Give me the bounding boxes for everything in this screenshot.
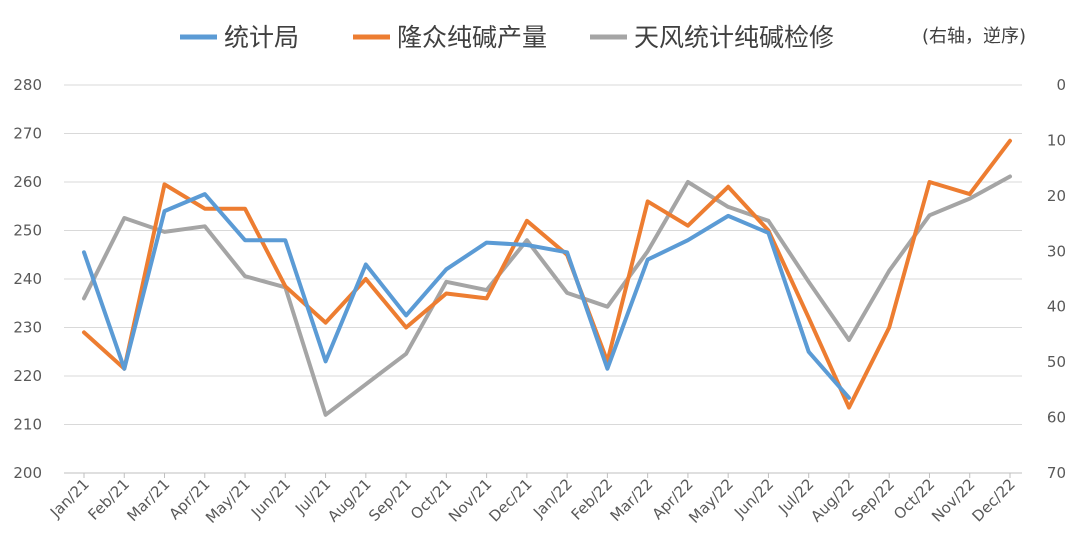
y-right-tick-label: 70 [1047,464,1066,482]
x-tick-label: Sep/22 [848,475,898,525]
legend-label-1: 隆众纯碱产量 [397,23,547,52]
series-line-0 [82,192,851,400]
y-left-tick-label: 250 [13,222,42,240]
series-lines [82,138,1012,417]
y-left-tick-label: 240 [13,270,42,288]
y-left-tick-label: 200 [13,464,42,482]
x-tick-label: Jan/21 [46,475,93,522]
x-tick-label: Jan/22 [529,475,576,522]
y-right-tick-label: 20 [1047,187,1066,205]
x-tick-label: Mar/22 [607,475,657,525]
legend: 统计局 隆众纯碱产量 天风统计纯碱检修 (右轴，逆序) [180,23,1026,52]
right-axis-ticks: 0 10 20 30 40 50 60 70 [1047,76,1066,482]
x-tick-label: Jun/22 [730,475,777,522]
y-left-tick-label: 260 [13,173,42,191]
x-tick-label: Aug/22 [807,475,858,526]
x-tick-label: May/22 [685,475,737,527]
x-tick-label: Feb/21 [85,475,134,524]
y-right-tick-label: 0 [1056,76,1066,94]
legend-label-2: 天风统计纯碱检修 [634,23,834,52]
y-right-tick-label: 50 [1047,353,1066,371]
x-tick-label: Dec/21 [485,475,535,525]
x-tick-label: Feb/22 [568,475,617,524]
y-right-tick-label: 40 [1047,298,1066,316]
gridlines [64,84,1022,474]
x-tick-label: Nov/21 [445,475,496,526]
x-tick-label: Mar/21 [124,475,174,525]
y-left-tick-label: 280 [13,76,42,94]
series-line-2 [82,174,1012,417]
y-left-tick-label: 230 [13,319,42,337]
y-right-tick-label: 30 [1047,242,1066,260]
y-left-tick-label: 270 [13,125,42,143]
x-tick-label: Sep/21 [365,475,415,525]
x-tick-label: Jun/21 [247,475,294,522]
legend-axis-note: (右轴，逆序) [922,26,1026,47]
x-axis-ticks: Jan/21Feb/21Mar/21Apr/21May/21Jun/21Jul/… [46,473,1019,527]
series-line-1 [82,138,1012,410]
y-right-tick-label: 10 [1047,131,1066,149]
y-left-tick-label: 220 [13,367,42,385]
x-tick-label: Nov/22 [928,475,979,526]
left-axis-ticks: 200 210 220 230 240 250 260 270 280 [13,76,42,482]
y-right-tick-label: 60 [1047,409,1066,427]
y-left-tick-label: 210 [13,416,42,434]
x-tick-label: Aug/21 [324,475,375,526]
x-tick-label: Dec/22 [969,475,1019,525]
x-tick-label: May/21 [202,475,254,527]
legend-label-0: 统计局 [224,23,299,52]
